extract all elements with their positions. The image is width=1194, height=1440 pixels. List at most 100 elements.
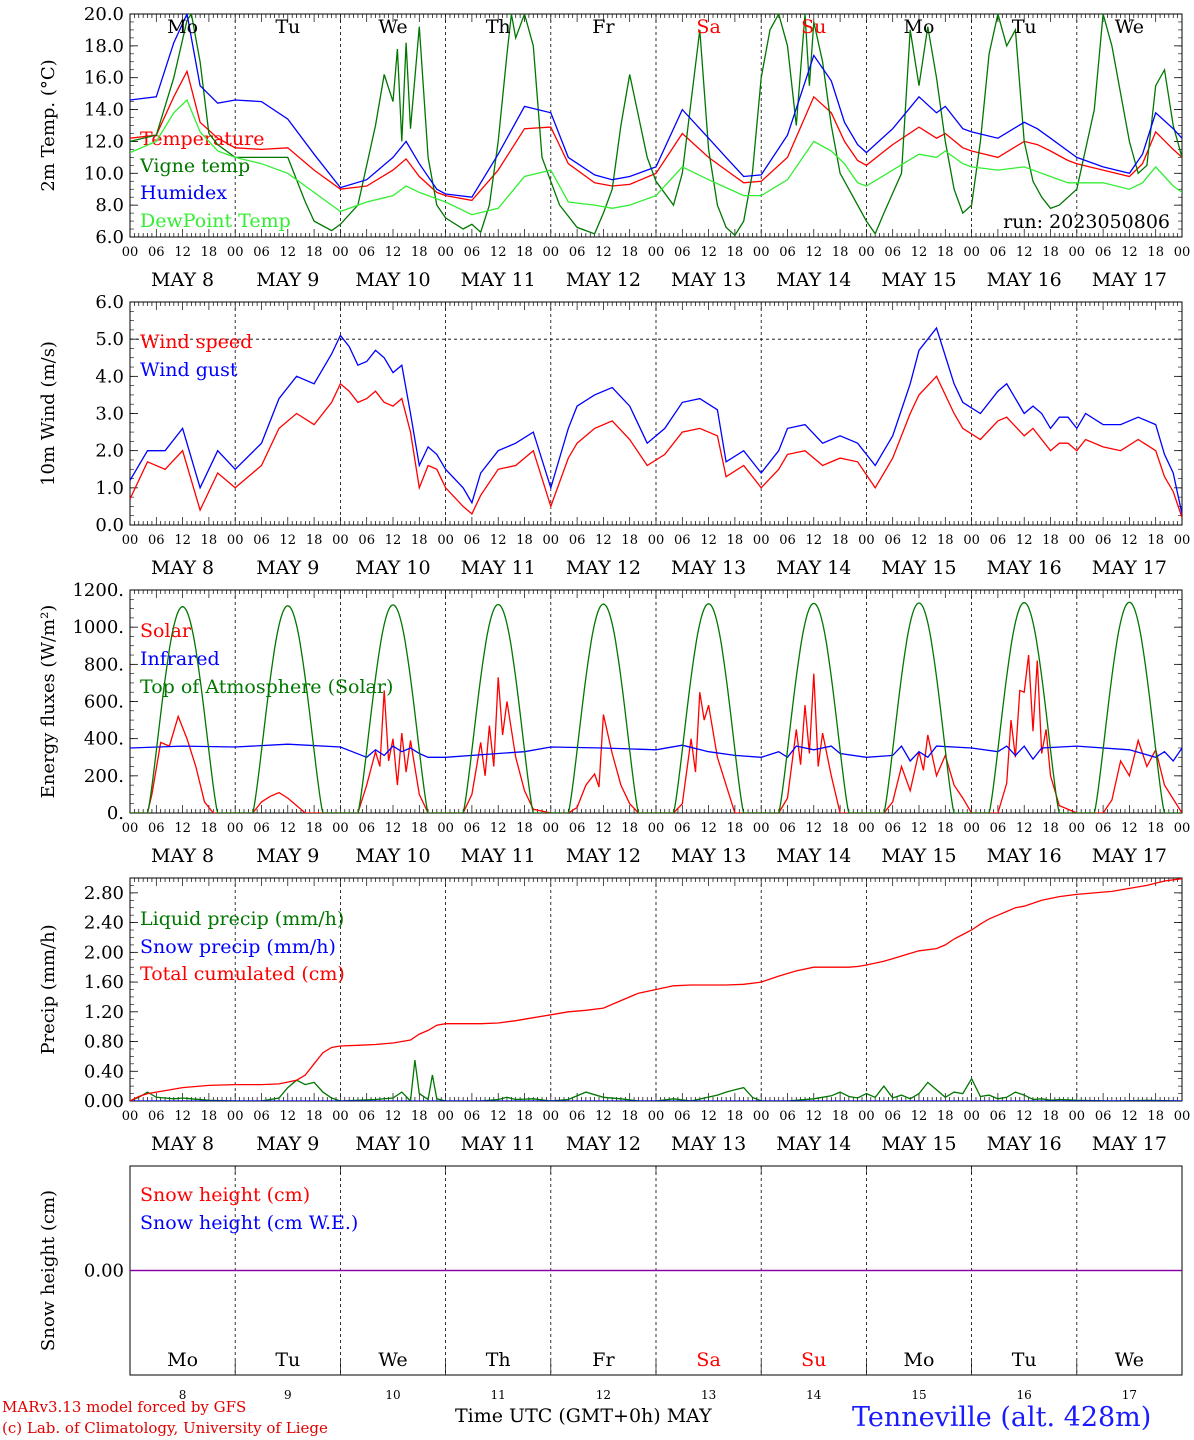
date-label: MAY 10 [355,557,430,579]
hour-label: 12 [385,245,402,260]
hour-label: 00 [753,821,770,836]
hour-label: 18 [411,821,428,836]
y-tick-label: 3.0 [95,404,124,425]
day-name: Sa [696,16,720,38]
day-name: Mo [167,16,198,38]
hour-label: 12 [280,245,297,260]
day-ticks [129,1166,1183,1375]
day-name: Sa [696,1349,720,1371]
hour-label: 12 [385,1109,402,1124]
hour-label: 18 [832,1109,849,1124]
date-label: MAY 12 [566,1133,641,1155]
y-tick-label: 2.80 [84,883,124,904]
hour-label: 06 [990,1109,1007,1124]
y-tick-label: 20.0 [84,4,124,25]
hour-label: 06 [569,533,586,548]
series-line-dewpoint-temp [130,98,1182,216]
hour-label: 06 [779,533,796,548]
hour-label: 06 [1095,821,1112,836]
hour-label: 12 [700,533,717,548]
station-name: Tenneville (alt. 428m) [852,1402,1152,1433]
hour-label: 12 [280,1109,297,1124]
day-name: We [378,1349,407,1371]
date-label: MAY 16 [987,557,1062,579]
hour-ticks [129,878,1183,1101]
hour-label: 18 [727,821,744,836]
hour-label: 00 [332,1109,349,1124]
hour-label: 06 [253,245,270,260]
hour-label: 00 [963,533,980,548]
legend-entry: Temperature [140,128,264,150]
hour-label: 00 [1069,1109,1086,1124]
legend-entry: Liquid precip (mm/h) [140,908,344,930]
date-label: MAY 13 [671,1133,746,1155]
hour-label: 18 [1042,821,1059,836]
y-tick-label: 800. [84,654,124,675]
y-tick-label: 4.0 [95,366,124,387]
day-number: 17 [1122,1388,1137,1402]
hour-label: 18 [411,1109,428,1124]
hour-label: 06 [569,821,586,836]
day-name: Tu [275,1349,300,1371]
y-axis-title: 2m Temp. (°C) [38,59,59,191]
y-tick-label: 0. [107,803,124,824]
lab-credit: (c) Lab. of Climatology, University of L… [2,1419,328,1437]
hour-label: 00 [963,1109,980,1124]
hour-label: 18 [937,245,954,260]
hour-label: 00 [1174,1109,1191,1124]
hour-label: 06 [358,533,375,548]
hour-label: 12 [911,1109,928,1124]
hour-label: 06 [148,245,165,260]
legend-entry: Snow precip (mm/h) [140,936,336,958]
hour-label: 12 [385,821,402,836]
hour-label: 06 [884,533,901,548]
hour-label: 18 [516,821,533,836]
day-name: Mo [167,1349,198,1371]
date-label: MAY 17 [1092,557,1167,579]
hour-label: 06 [253,1109,270,1124]
date-label: MAY 17 [1092,269,1167,291]
series-line-infrared [130,743,1182,763]
day-name: We [1115,1349,1144,1371]
hour-ticks [129,590,1183,813]
day-name: Tu [1012,16,1037,38]
y-tick-label: 1000. [72,617,124,638]
y-tick-label: 1.0 [95,478,124,499]
hour-label: 06 [990,245,1007,260]
y-tick-label: 400. [84,729,124,750]
hour-label: 06 [1095,245,1112,260]
hour-label: 12 [1016,533,1033,548]
hour-label: 18 [727,1109,744,1124]
y-tick-label: 6.0 [95,227,124,248]
hour-label: 00 [648,533,665,548]
date-label: MAY 8 [151,1133,214,1155]
day-number: 9 [284,1388,292,1402]
day-name: Fr [592,1349,615,1371]
hour-label: 12 [595,245,612,260]
y-tick-label: 1200. [72,580,124,601]
hour-label: 18 [306,1109,323,1124]
date-label: MAY 14 [776,269,851,291]
date-label: MAY 12 [566,557,641,579]
hour-label: 00 [543,533,560,548]
plot-frame [129,589,1183,814]
y-tick-label: 8.0 [95,195,124,216]
hour-label: 06 [1095,533,1112,548]
hour-label: 12 [700,821,717,836]
hour-label: 00 [332,821,349,836]
legend-entry: Infrared [140,648,220,670]
date-label: MAY 13 [671,845,746,867]
hour-label: 06 [779,1109,796,1124]
hour-label: 12 [1121,245,1138,260]
hour-label: 00 [858,821,875,836]
y-tick-label: 1.60 [84,972,124,993]
time-axis-title: Time UTC (GMT+0h) MAY [455,1405,712,1427]
hour-label: 12 [385,533,402,548]
y-tick-label: 0.40 [84,1061,124,1082]
hour-label: 12 [490,821,507,836]
hour-label: 12 [700,245,717,260]
hour-label: 06 [884,245,901,260]
hour-label: 18 [937,821,954,836]
date-label: MAY 15 [881,557,956,579]
hour-label: 18 [1147,533,1164,548]
